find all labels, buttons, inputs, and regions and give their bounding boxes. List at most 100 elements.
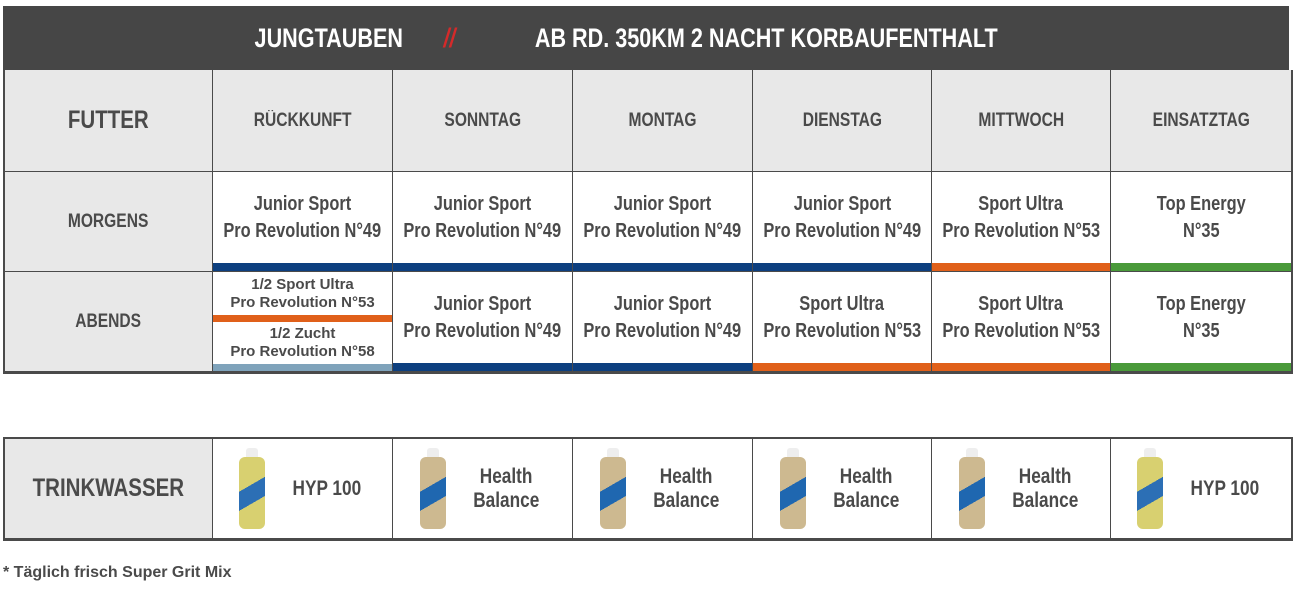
feed-cell: Sport Ultra Pro Revolution N°53 [932,272,1111,372]
water-name: HYP 100 [292,476,361,500]
color-bar [573,263,752,271]
water-table: TRINKWASSER HYP 100 Health Balance Health Bal… [3,437,1293,541]
water-product: Health Balance [826,465,907,513]
feed-name: Sport Ultra [978,292,1064,315]
title-right: AB RD. 350KM 2 NACHT KORBAUFENTHALT [534,22,998,53]
color-bar [393,363,572,371]
feed-name: Junior Sport [253,192,352,215]
water-line-1: Health [1005,465,1086,489]
health-balance-bottle-icon [957,447,987,530]
bottle-cap [1144,447,1157,458]
bottle-cap [607,447,620,458]
water-product: Health Balance [646,465,727,513]
feed-cell: Junior Sport Pro Revolution N°49 [753,172,932,272]
feed-product: Pro Revolution N°53 [763,319,921,342]
feed-line-1: Junior Sport [783,191,902,218]
bottle-body [958,456,985,529]
color-bar [753,363,931,371]
water-name: Health [660,464,713,488]
column-header: EINSATZTAG [1111,70,1291,172]
header-label: FUTTER [68,106,149,134]
feed-line-1: Sport Ultra [969,191,1072,218]
feed-cell: Junior Sport Pro Revolution N°49 [573,172,753,272]
column-header: MONTAG [573,70,753,172]
feed-product: Pro Revolution N°49 [583,319,742,342]
feed-line-2: Pro Revolution N°53 [746,318,938,345]
color-bar [1111,263,1291,271]
feed-product: N°35 [1182,319,1220,342]
feed-line-2: Pro Revolution N°49 [566,318,758,345]
feed-cell: Junior Sport Pro Revolution N°49 [573,272,753,372]
feed-line-2: N°35 [1179,218,1224,245]
color-bar [213,263,392,271]
row-label: MORGENS [5,172,213,272]
feed-line-1: Junior Sport [603,291,722,318]
feed-line-2: Pro Revolution N°49 [746,218,938,245]
feed-product: Pro Revolution N°49 [403,219,562,242]
water-product: HYP 100 [285,477,369,501]
water-line-2: Balance [826,489,907,513]
water-line-2: Balance [1005,489,1086,513]
feed-cell: Junior Sport Pro Revolution N°49 [393,272,573,372]
feed-name: Top Energy [1156,192,1246,215]
hyp100-bottle-icon [1135,447,1165,530]
feed-line-1: Junior Sport [423,191,542,218]
color-bar [932,263,1110,271]
feed-cell: Junior Sport Pro Revolution N°49 [213,172,393,272]
feed-name: Sport Ultra [978,192,1064,215]
table-title: JUNGTAUBEN // AB RD. 350KM 2 NACHT KORBA… [3,6,1289,70]
water-line-1: HYP 100 [1183,477,1267,501]
feed-half: 1/2 Zucht Pro Revolution N°58 [213,322,392,371]
water-line-1: Health [826,465,907,489]
water-line-1: Health [466,465,547,489]
feed-name: Top Energy [1156,292,1246,315]
bottle-body [420,456,447,529]
feed-name: Junior Sport [793,192,891,215]
feed-line-1: Sport Ultra [969,291,1072,318]
bottle-cap [965,447,978,458]
bottle-body [600,456,627,529]
water-name-2: Balance [473,488,540,512]
header-label: RÜCKKUNFT [253,109,352,131]
health-balance-bottle-icon [778,447,808,530]
feed-line-1: Junior Sport [603,191,722,218]
column-header: MITTWOCH [932,70,1111,172]
feed-name: Junior Sport [613,192,712,215]
water-cell: Health Balance [753,439,932,539]
header-label: SONNTAG [444,109,521,131]
feed-cell: Top Energy N°35 [1111,272,1291,372]
feed-line-2: Pro Revolution N°49 [386,218,578,245]
water-cell: Health Balance [932,439,1111,539]
water-line-1: Health [646,465,727,489]
color-bar [573,363,752,371]
bottle-cap [245,447,258,458]
water-line-2: Balance [646,489,727,513]
feed-line-2: Pro Revolution N°53 [230,293,375,311]
feed-name: Junior Sport [613,292,712,315]
title-separator: // [443,22,456,53]
row-label: ABENDS [5,272,213,372]
bottle-body [779,456,806,529]
feed-line-1: Junior Sport [423,291,542,318]
feed-line-1: Sport Ultra [790,291,893,318]
feed-line-2: N°35 [1179,318,1224,345]
feed-cell: Sport Ultra Pro Revolution N°53 [932,172,1111,272]
feed-name: Junior Sport [433,192,532,215]
feed-product: Pro Revolution N°49 [763,219,921,242]
water-name: Health [839,464,893,488]
water-product: Health Balance [466,465,547,513]
water-cell: HYP 100 [213,439,393,539]
bottle-cap [786,447,799,458]
header-label: MONTAG [628,109,697,131]
header-label: DIENSTAG [802,109,882,131]
feed-line-1: Top Energy [1147,291,1256,318]
water-name-2: Balance [832,488,900,512]
color-bar [1111,363,1291,371]
feed-line-2: Pro Revolution N°49 [386,318,578,345]
column-header: SONNTAG [393,70,573,172]
footnote: * Täglich frisch Super Grit Mix [3,564,232,581]
feed-product: Pro Revolution N°49 [583,219,742,242]
color-bar [753,263,931,271]
feed-line-1: Junior Sport [243,191,362,218]
feed-name: Junior Sport [433,292,532,315]
